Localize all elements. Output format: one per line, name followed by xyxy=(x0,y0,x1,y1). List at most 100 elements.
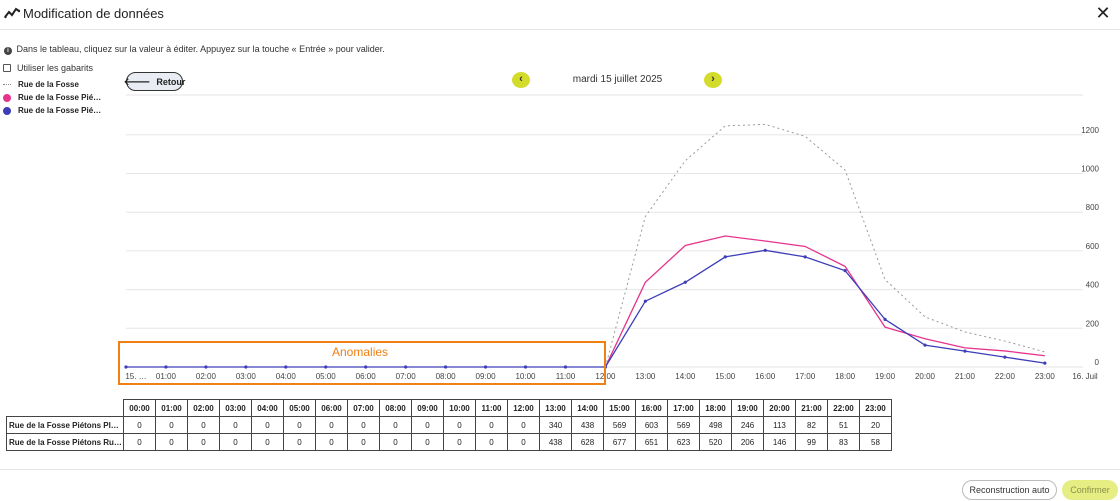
table-cell[interactable]: 0 xyxy=(411,416,444,434)
table-cell[interactable]: 0 xyxy=(379,433,412,451)
table-cell[interactable]: 58 xyxy=(859,433,892,451)
modal-header: Modification de données ✕ xyxy=(0,0,1120,30)
x-tick-label: 13:00 xyxy=(635,372,656,381)
table-cell[interactable]: 99 xyxy=(795,433,828,451)
table-cell[interactable]: 677 xyxy=(603,433,636,451)
x-tick-label: 05:00 xyxy=(316,372,337,381)
table-cell[interactable]: 0 xyxy=(155,416,188,434)
x-tick-label: 20:00 xyxy=(915,372,936,381)
data-point xyxy=(483,365,488,369)
y-tick-label: 200 xyxy=(1086,319,1100,328)
table-cell[interactable]: 0 xyxy=(187,433,220,451)
table-cell[interactable]: 0 xyxy=(283,416,316,434)
legend-label: Rue de la Fosse Pié… xyxy=(18,93,102,102)
x-tick-label: 03:00 xyxy=(236,372,257,381)
table-cell[interactable]: 498 xyxy=(699,416,732,434)
x-tick-label: 19:00 xyxy=(875,372,896,381)
table-cell[interactable]: 0 xyxy=(251,416,284,434)
table-cell[interactable]: 0 xyxy=(219,416,252,434)
chevron-left-icon[interactable]: ‹ xyxy=(512,72,530,88)
table-cell[interactable]: 0 xyxy=(507,433,540,451)
table-cell[interactable]: 0 xyxy=(347,433,380,451)
table-cell[interactable]: 82 xyxy=(795,416,828,434)
x-tick-label: 08:00 xyxy=(436,372,457,381)
table-cell[interactable]: 438 xyxy=(571,416,604,434)
x-tick-label: 18:00 xyxy=(835,372,856,381)
table-cell[interactable]: 146 xyxy=(763,433,796,451)
column-header: 12:00 xyxy=(507,399,540,417)
x-tick-label: 15:00 xyxy=(715,372,736,381)
data-point xyxy=(284,365,288,369)
table-cell[interactable]: 0 xyxy=(283,433,316,451)
auto-reconstruction-button[interactable]: Reconstruction auto xyxy=(962,480,1057,500)
chart-legend: Rue de la Fosse Rue de la Fosse Pié… Rue… xyxy=(3,78,101,117)
table-cell[interactable]: 0 xyxy=(507,416,540,434)
table-cell[interactable]: 246 xyxy=(731,416,764,434)
legend-item[interactable]: Rue de la Fosse Pié… xyxy=(3,104,101,117)
table-cell[interactable]: 0 xyxy=(123,433,156,451)
table-cell[interactable]: 206 xyxy=(731,433,764,451)
close-icon[interactable]: ✕ xyxy=(1095,3,1111,23)
x-tick-label: 21:00 xyxy=(955,372,976,381)
table-cell[interactable]: 83 xyxy=(827,433,860,451)
table-cell[interactable]: 51 xyxy=(827,416,860,434)
column-header: 06:00 xyxy=(315,399,348,417)
table-cell[interactable]: 0 xyxy=(443,416,476,434)
table-cell[interactable]: 0 xyxy=(219,433,252,451)
table-cell[interactable]: 0 xyxy=(379,416,412,434)
data-point xyxy=(404,365,408,369)
data-point xyxy=(124,365,128,369)
chevron-right-icon[interactable]: › xyxy=(704,72,722,88)
table-cell[interactable]: 0 xyxy=(443,433,476,451)
info-icon: i xyxy=(4,47,12,55)
data-point xyxy=(643,299,647,303)
blue-dot-icon xyxy=(3,106,11,115)
data-point xyxy=(963,349,967,353)
data-point xyxy=(244,365,248,369)
table-cell[interactable]: 0 xyxy=(251,433,284,451)
x-tick-label: 02:00 xyxy=(196,372,217,381)
table-cell[interactable]: 0 xyxy=(347,416,380,434)
table-cell[interactable]: 113 xyxy=(763,416,796,434)
table-cell[interactable]: 438 xyxy=(539,433,572,451)
table-header-row: 00:00 01:00 02:00 03:00 04:00 05:00 06:00 07:00… xyxy=(6,399,892,417)
series-line xyxy=(604,235,1045,368)
table-cell[interactable]: 520 xyxy=(699,433,732,451)
x-tick-label: 17:00 xyxy=(795,372,816,381)
y-tick-label: 400 xyxy=(1086,281,1100,290)
column-header: 05:00 xyxy=(283,399,316,417)
y-tick-label: 1000 xyxy=(1081,165,1099,174)
confirm-button[interactable]: Confirmer xyxy=(1062,480,1118,500)
table-cell[interactable]: 569 xyxy=(667,416,700,434)
table-cell[interactable]: 0 xyxy=(475,433,508,451)
legend-item[interactable]: Rue de la Fosse xyxy=(3,78,101,91)
table-row: Rue de la Fosse Piétons Ru… 0 0 0 0 0 0 0 0 0 0 0 0 0… xyxy=(6,433,892,451)
column-header: 15:00 xyxy=(603,399,636,417)
table-cell[interactable]: 0 xyxy=(475,416,508,434)
table-cell[interactable]: 603 xyxy=(635,416,668,434)
table-cell[interactable]: 0 xyxy=(155,433,188,451)
table-cell[interactable]: 0 xyxy=(315,433,348,451)
back-button[interactable]: 🡐 Retour xyxy=(123,72,185,91)
data-point xyxy=(1043,361,1047,365)
table-cell[interactable]: 623 xyxy=(667,433,700,451)
anomaly-highlight xyxy=(118,341,606,385)
arrow-left-icon: 🡐 xyxy=(123,76,151,88)
table-cell[interactable]: 0 xyxy=(123,416,156,434)
templates-toggle[interactable]: Utiliser les gabarits xyxy=(3,63,93,73)
table-cell[interactable]: 651 xyxy=(635,433,668,451)
legend-item[interactable]: Rue de la Fosse Pié… xyxy=(3,91,101,104)
column-header: 00:00 xyxy=(123,399,156,417)
table-row: Rue de la Fosse Piétons Pl… 0 0 0 0 0 0 0 0 0 0 0 0 0… xyxy=(6,416,892,434)
table-cell[interactable]: 628 xyxy=(571,433,604,451)
table-cell[interactable]: 0 xyxy=(315,416,348,434)
table-cell[interactable]: 20 xyxy=(859,416,892,434)
row-label: Rue de la Fosse Piétons Pl… xyxy=(6,416,124,434)
templates-checkbox[interactable] xyxy=(3,64,11,72)
column-header: 16:00 xyxy=(635,399,668,417)
info-message: i Dans le tableau, cliquez sur la valeur… xyxy=(4,44,385,55)
table-cell[interactable]: 340 xyxy=(539,416,572,434)
table-cell[interactable]: 0 xyxy=(187,416,220,434)
table-cell[interactable]: 0 xyxy=(411,433,444,451)
table-cell[interactable]: 569 xyxy=(603,416,636,434)
